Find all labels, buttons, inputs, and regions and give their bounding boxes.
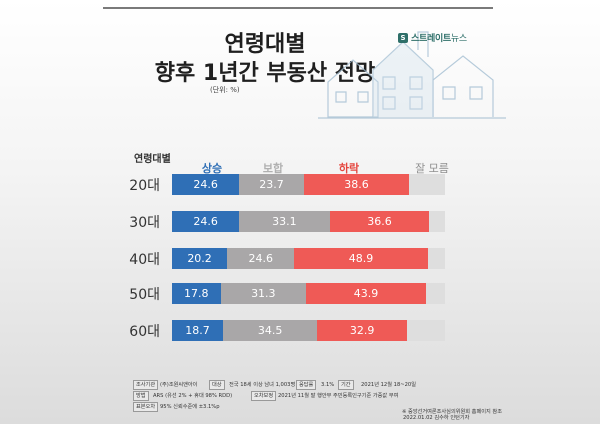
- bar-value-label: 31.3: [251, 287, 276, 300]
- bar-value-label: 24.6: [193, 178, 218, 191]
- bar-segment-1: 17.8: [172, 283, 221, 304]
- bar-segment-1: 18.7: [172, 320, 224, 341]
- footer-label: 오차보정: [251, 391, 277, 401]
- bar-row: 20.2 24.6 48.9: [172, 248, 445, 269]
- date-byline: 2022.01.02 김수하 인턴기자: [403, 415, 470, 421]
- logo-mark-icon: S: [398, 32, 408, 43]
- footer-label: 응답률: [296, 380, 317, 390]
- series-header-4: 잘 모름: [415, 162, 449, 175]
- bar-segment-2: 23.7: [239, 174, 304, 195]
- bar-value-label: 36.6: [367, 215, 392, 228]
- bar-segment-4: [427, 248, 445, 269]
- bar-segment-3: 36.6: [329, 211, 430, 232]
- houses-illustration: [318, 31, 506, 119]
- bar-value-label: 17.8: [184, 287, 209, 300]
- brand-logo: S 스트레이트뉴스: [398, 31, 467, 44]
- bar-segment-3: 32.9: [317, 320, 408, 341]
- footer-value: 전국 18세 이상 남녀 1,003명: [229, 382, 296, 388]
- category-label: 40대: [129, 252, 160, 268]
- category-label: 20대: [129, 178, 160, 194]
- bar-segment-1: 24.6: [172, 211, 240, 232]
- series-header-3: 하락: [338, 162, 360, 175]
- footer-value: 3.1%: [321, 382, 335, 388]
- bar-value-label: 34.5: [257, 324, 283, 337]
- series-header-1: 상승: [201, 162, 223, 175]
- footer-value: (주)조원씨앤아이: [160, 382, 198, 388]
- footer-value: 2021년 11월 말 행안부 주민등록인구기준 가중값 부여: [278, 393, 399, 399]
- bar-segment-3: 38.6: [303, 174, 410, 195]
- category-label: 60대: [129, 324, 160, 340]
- footer-label: 조사기관: [133, 380, 159, 390]
- logo-name-thin: 뉴스: [450, 34, 467, 44]
- bar-value-label: 20.2: [187, 252, 212, 265]
- footer-value: 95% 신뢰수준에 ±3.1%p: [160, 404, 220, 410]
- bar-segment-2: 31.3: [220, 283, 307, 304]
- bar-value-label: 38.6: [344, 178, 369, 191]
- bar-segment-1: 20.2: [172, 248, 228, 269]
- footer-value: ARS (유선 2% + 휴대 98% RDD): [153, 393, 233, 399]
- source-note: ※ 중앙선거여론조사심의위원회 홈페이지 참조: [402, 409, 502, 415]
- footer-label: 기간: [338, 380, 354, 390]
- bar-segment-2: 33.1: [239, 211, 330, 232]
- bar-row: 24.6 33.1 36.6: [172, 211, 445, 232]
- category-label: 30대: [129, 215, 160, 231]
- footer-label: 표본오차: [133, 402, 159, 412]
- bar-value-label: 23.7: [259, 178, 284, 191]
- bar-row: 18.7 34.5 32.9: [172, 320, 445, 341]
- bar-value-label: 32.9: [349, 324, 375, 337]
- bar-value-label: 18.7: [185, 324, 210, 337]
- category-label: 50대: [129, 287, 160, 303]
- bar-segment-4: [409, 174, 445, 195]
- bar-value-label: 24.6: [248, 252, 273, 265]
- footer-value: 2021년 12월 18~20일: [361, 382, 416, 388]
- bar-segment-4: [407, 320, 445, 341]
- bar-segment-2: 24.6: [227, 248, 295, 269]
- unit-note: (단위: %): [210, 86, 240, 94]
- bar-segment-3: 43.9: [306, 283, 426, 304]
- bar-segment-4: [425, 283, 445, 304]
- bar-value-label: 24.6: [193, 215, 218, 228]
- bar-value-label: 48.9: [348, 252, 374, 265]
- bar-segment-3: 48.9: [294, 248, 428, 269]
- row-header: 연령대별: [134, 154, 171, 165]
- footer-label: 방법: [133, 391, 149, 401]
- logo-name-bold: 스트레이트: [411, 34, 451, 44]
- series-header-2: 보합: [262, 162, 284, 175]
- bar-value-label: 43.9: [353, 287, 379, 300]
- top-frame-line: [103, 7, 493, 9]
- footer-label: 대상: [209, 380, 225, 390]
- bar-value-label: 33.1: [272, 215, 297, 228]
- logo-text: 스트레이트뉴스: [411, 31, 467, 44]
- bar-row: 17.8 31.3 43.9: [172, 283, 445, 304]
- bar-segment-2: 34.5: [223, 320, 318, 341]
- page-title: 연령대별: [224, 32, 306, 57]
- bar-segment-4: [429, 211, 445, 232]
- bar-row: 24.6 23.7 38.6: [172, 174, 445, 195]
- bar-segment-1: 24.6: [172, 174, 240, 195]
